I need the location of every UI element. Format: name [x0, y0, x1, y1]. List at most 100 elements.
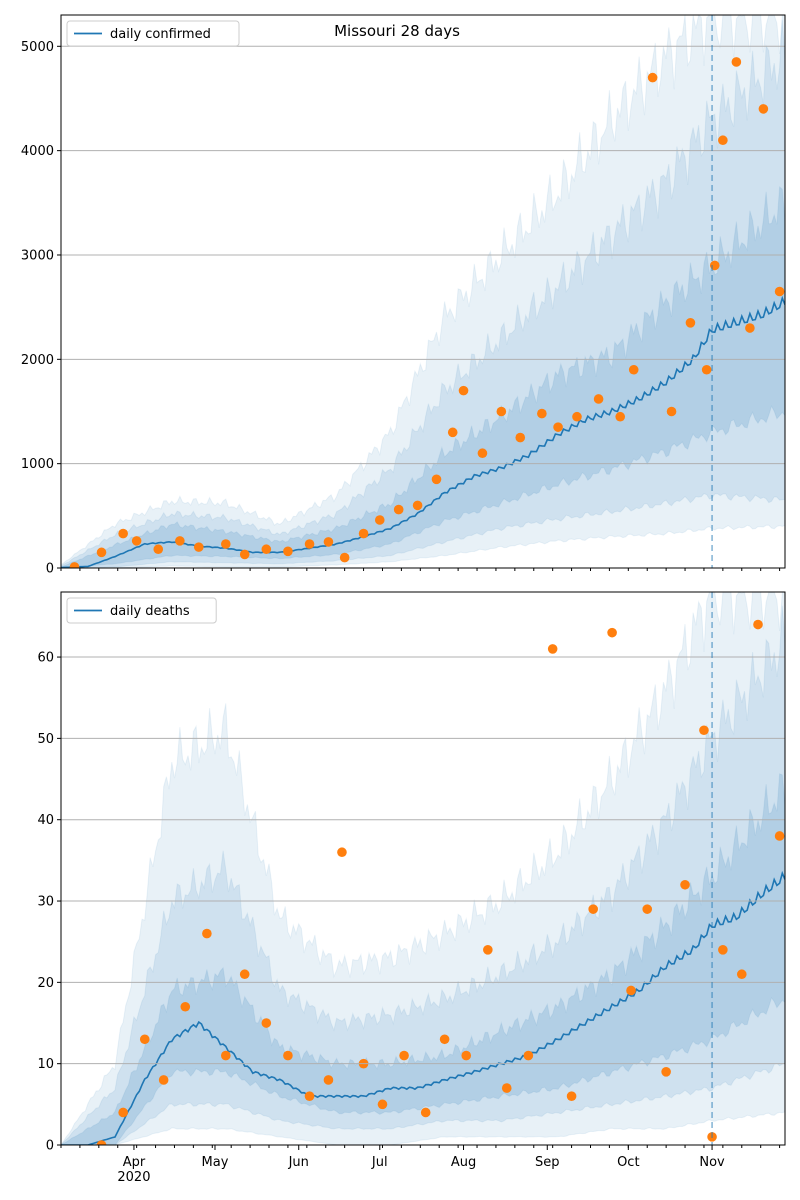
- legend: daily deaths: [66, 597, 217, 624]
- series-line-1: [61, 870, 785, 1145]
- observed-point: [431, 474, 442, 485]
- legend: daily confirmed: [66, 20, 240, 47]
- observed-point: [736, 969, 747, 980]
- observed-point: [553, 422, 563, 432]
- observed-point: [753, 619, 763, 630]
- observed-point: [220, 539, 231, 549]
- observed-point: [496, 406, 507, 417]
- observed-point: [283, 546, 293, 557]
- observed-point: [593, 394, 604, 404]
- x-tick-label: May: [202, 1155, 229, 1170]
- observed-point: [261, 1018, 272, 1028]
- observed-point: [96, 547, 107, 558]
- observed-point: [118, 528, 128, 539]
- y-tick-label: 0: [46, 1139, 54, 1154]
- legend-label: daily deaths: [110, 604, 190, 619]
- observed-point: [477, 448, 488, 459]
- observed-point: [118, 1107, 128, 1118]
- observed-point: [158, 1075, 169, 1085]
- observed-point: [220, 1050, 231, 1061]
- observed-point: [323, 537, 334, 547]
- observed-point: [304, 1091, 315, 1102]
- observed-point: [666, 406, 677, 417]
- observed-point: [647, 72, 658, 83]
- observed-point: [745, 323, 755, 333]
- y-tick-label: 2000: [21, 353, 54, 368]
- x-tick-label: Nov: [699, 1155, 725, 1170]
- observed-point: [701, 364, 712, 375]
- x-tick-label: Jun: [288, 1155, 309, 1170]
- legend-box: [66, 597, 217, 624]
- observed-point: [615, 411, 626, 422]
- observed-point: [661, 1067, 671, 1077]
- observed-point: [131, 536, 142, 546]
- legend-label: daily confirmed: [110, 27, 211, 42]
- x-tick-label: Jul: [371, 1155, 388, 1170]
- axes-frame: [60, 591, 786, 1146]
- observed-point: [547, 644, 558, 654]
- observed-point: [628, 364, 639, 375]
- observed-point: [718, 135, 728, 146]
- chart-panel-0: 0 1000 2000 3000 4000 5000 Missouri 28 days dai…: [21, 14, 786, 577]
- legend-box: [66, 20, 240, 47]
- observed-point: [153, 544, 164, 555]
- uncertainty-band-2: [61, 773, 785, 1145]
- observed-point: [515, 432, 526, 443]
- observed-point: [374, 515, 385, 525]
- observed-point: [607, 627, 617, 638]
- observed-point: [412, 500, 423, 511]
- observed-point: [718, 945, 728, 955]
- observed-point: [239, 969, 250, 980]
- x-tick-label: Oct: [617, 1155, 639, 1170]
- y-tick-label: 1000: [21, 457, 54, 472]
- observed-point: [774, 286, 785, 297]
- y-tick-label: 5000: [21, 40, 54, 55]
- observed-point: [758, 104, 769, 114]
- observed-point: [393, 504, 404, 515]
- y-tick-label: 30: [37, 895, 54, 910]
- y-tick-label: 40: [37, 813, 54, 828]
- y-tick-label: 3000: [21, 248, 54, 263]
- observed-point: [774, 831, 785, 841]
- x-tick-label: 2020: [117, 1170, 150, 1185]
- observed-point: [323, 1075, 334, 1085]
- observed-point: [139, 1034, 150, 1045]
- observed-point: [420, 1107, 431, 1118]
- observed-point: [304, 539, 315, 549]
- observed-point: [175, 536, 185, 546]
- observed-point: [685, 318, 696, 328]
- observed-point: [680, 879, 690, 890]
- x-tick-label: Sep: [535, 1155, 560, 1170]
- observed-point: [523, 1050, 534, 1061]
- observed-point: [180, 1001, 191, 1012]
- observed-point: [572, 411, 582, 422]
- y-tick-label: 10: [37, 1057, 54, 1072]
- observed-point: [537, 408, 547, 419]
- observed-point: [96, 1140, 107, 1145]
- observed-point: [439, 1034, 450, 1045]
- axes-frame: [60, 14, 786, 569]
- observed-point: [461, 1050, 472, 1061]
- y-tick-label: 4000: [21, 144, 54, 159]
- observed-point: [261, 544, 272, 555]
- observed-point: [339, 552, 350, 563]
- uncertainty-band-1: [61, 19, 785, 568]
- x-tick-label: Aug: [451, 1155, 476, 1170]
- observed-point: [399, 1050, 409, 1061]
- observed-point: [566, 1091, 577, 1102]
- observed-point: [642, 904, 653, 914]
- observed-point: [193, 542, 204, 552]
- y-tick-label: 50: [37, 732, 54, 747]
- chart-title: Missouri 28 days: [334, 22, 460, 40]
- observed-point: [709, 260, 720, 271]
- observed-point: [377, 1099, 388, 1110]
- x-tick-label: Apr: [123, 1155, 146, 1170]
- observed-point: [699, 725, 709, 736]
- observed-point: [731, 57, 742, 67]
- observed-point: [458, 385, 469, 396]
- observed-point: [447, 427, 458, 438]
- y-tick-label: 60: [37, 651, 54, 666]
- y-tick-label: 20: [37, 976, 54, 991]
- observed-point: [588, 904, 598, 914]
